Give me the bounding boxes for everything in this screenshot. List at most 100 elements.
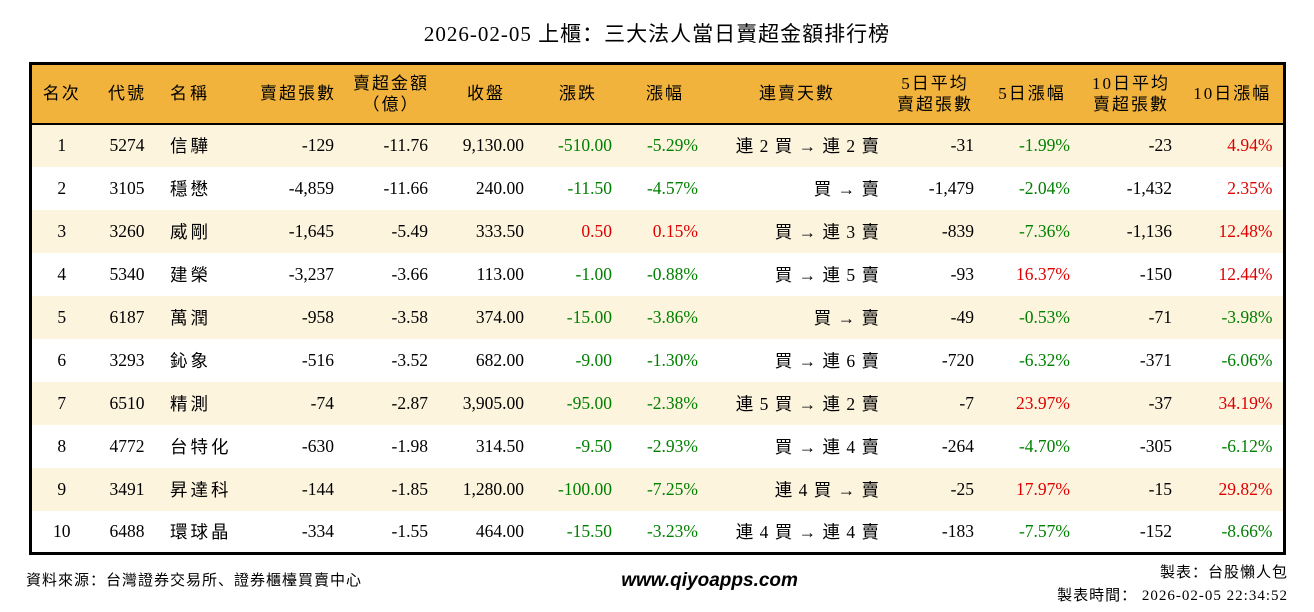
cell-pct10: 29.82% <box>1218 478 1273 499</box>
cell-avg10-volume: -15 <box>1148 478 1172 499</box>
table-row: 9 3491 昇達科 -144 -1.85 1,280.00 -100.00 -… <box>30 467 1284 511</box>
cell-change: -9.50 <box>575 435 612 456</box>
report-maker: 製表：台股懶人包 <box>1159 565 1288 581</box>
cell-rank: 10 <box>53 520 71 541</box>
cell-net-sell-volume: -74 <box>310 392 334 413</box>
cell-avg10-volume: -1,432 <box>1126 177 1172 198</box>
col-header-change-pct: 漲幅 <box>622 63 708 125</box>
cell-net-sell-amount: -5.49 <box>391 220 428 241</box>
table-row: 3 3260 威剛 -1,645 -5.49 333.50 0.50 0.15%… <box>30 209 1284 253</box>
cell-pct5: -2.04% <box>1018 177 1070 198</box>
table-row: 2 3105 穩懋 -4,859 -11.66 240.00 -11.50 -4… <box>30 167 1284 210</box>
cell-change-pct: -3.23% <box>646 520 698 541</box>
cell-avg10-volume: -150 <box>1139 263 1172 284</box>
cell-net-sell-volume: -144 <box>301 478 334 499</box>
cell-pct5: -7.36% <box>1018 220 1070 241</box>
table-row: 6 3293 鈊象 -516 -3.52 682.00 -9.00 -1.30%… <box>30 339 1284 382</box>
cell-net-sell-amount: -1.98 <box>391 435 428 456</box>
col-header-pct5: 5日漲幅 <box>984 63 1080 125</box>
cell-change: -1.00 <box>575 263 612 284</box>
col-header-close: 收盤 <box>438 63 534 125</box>
cell-avg10-volume: -305 <box>1139 435 1172 456</box>
cell-change: -15.00 <box>566 306 612 327</box>
cell-net-sell-amount: -11.76 <box>383 135 428 155</box>
cell-net-sell-volume: -958 <box>301 306 334 327</box>
cell-change-pct: 0.15% <box>652 220 698 241</box>
cell-close: 464.00 <box>475 520 524 541</box>
cell-close: 9,130.00 <box>462 135 524 155</box>
cell-pct10: 12.48% <box>1218 220 1273 241</box>
cell-close: 314.50 <box>475 435 524 456</box>
cell-avg5-volume: -49 <box>950 306 974 327</box>
col-header-avg5-volume: 5日平均 賣超張數 <box>886 63 984 125</box>
cell-change-pct: -7.25% <box>646 478 698 499</box>
cell-pct10: -3.98% <box>1221 306 1273 327</box>
cell-name: 台特化 <box>170 436 232 457</box>
cell-net-sell-volume: -516 <box>301 349 334 370</box>
cell-net-sell-amount: -1.85 <box>391 478 428 499</box>
cell-change-pct: -2.38% <box>646 392 698 413</box>
cell-avg10-volume: -71 <box>1148 306 1172 327</box>
cell-streak: 買 → 連 4 賣 <box>774 436 880 457</box>
cell-net-sell-volume: -4,859 <box>288 177 334 198</box>
cell-close: 333.50 <box>475 220 524 241</box>
cell-avg5-volume: -31 <box>950 135 974 155</box>
cell-rank: 1 <box>57 135 67 155</box>
cell-name: 鈊象 <box>170 350 211 371</box>
cell-code: 4772 <box>109 435 145 456</box>
report-timestamp: 製表時間： 2026-02-05 22:34:52 <box>1057 588 1288 605</box>
cell-pct10: 12.44% <box>1218 263 1273 284</box>
cell-avg5-volume: -183 <box>941 520 974 541</box>
col-header-name: 名稱 <box>162 63 252 125</box>
table-row: 8 4772 台特化 -630 -1.98 314.50 -9.50 -2.93… <box>30 425 1284 468</box>
col-header-change: 漲跌 <box>534 63 622 125</box>
cell-code: 3491 <box>109 478 145 499</box>
cell-code: 6187 <box>109 306 145 327</box>
cell-close: 374.00 <box>475 306 524 327</box>
cell-change: -510.00 <box>558 135 612 155</box>
cell-change: 0.50 <box>581 220 612 241</box>
cell-pct10: -6.06% <box>1221 349 1273 370</box>
table-row: 1 5274 信驊 -129 -11.76 9,130.00 -510.00 -… <box>30 123 1284 167</box>
cell-avg5-volume: -264 <box>941 435 974 456</box>
cell-name: 昇達科 <box>170 479 232 500</box>
cell-streak: 買 → 連 3 賣 <box>774 221 880 242</box>
cell-name: 精測 <box>170 393 211 414</box>
cell-streak: 買 → 連 5 賣 <box>774 264 880 285</box>
header-row: 名次 代號 名稱 賣超張數 賣超金額 （億） 收盤 漲跌 漲幅 連賣天數 5日平… <box>30 63 1284 125</box>
cell-pct10: 34.19% <box>1218 392 1273 413</box>
cell-change: -11.50 <box>567 177 612 198</box>
cell-pct5: 23.97% <box>1016 392 1070 413</box>
cell-streak: 買 → 連 6 賣 <box>774 350 880 371</box>
cell-streak: 連 5 買 → 連 2 賣 <box>735 393 880 414</box>
col-header-rank: 名次 <box>30 63 92 125</box>
cell-avg5-volume: -839 <box>941 220 974 241</box>
col-header-avg10-volume: 10日平均 賣超張數 <box>1080 63 1182 125</box>
cell-name: 建榮 <box>170 264 211 285</box>
cell-change-pct: -4.57% <box>646 177 698 198</box>
report-credit: 製表：台股懶人包 製表時間： 2026-02-05 22:34:52 <box>1057 562 1288 609</box>
cell-code: 3105 <box>109 177 145 198</box>
cell-net-sell-volume: -334 <box>301 520 334 541</box>
col-header-pct10: 10日漲幅 <box>1182 63 1284 125</box>
cell-avg5-volume: -1,479 <box>928 177 974 198</box>
cell-pct5: -4.70% <box>1018 435 1070 456</box>
cell-net-sell-volume: -630 <box>301 435 334 456</box>
cell-rank: 2 <box>57 177 67 198</box>
cell-pct5: -1.99% <box>1018 135 1070 155</box>
cell-change-pct: -5.29% <box>646 135 698 155</box>
cell-rank: 7 <box>57 392 67 413</box>
cell-rank: 9 <box>57 478 67 499</box>
cell-change-pct: -0.88% <box>646 263 698 284</box>
cell-pct5: -7.57% <box>1018 520 1070 541</box>
cell-name: 萬潤 <box>170 307 211 328</box>
cell-pct5: 16.37% <box>1016 263 1070 284</box>
cell-streak: 買 → 賣 <box>813 307 880 328</box>
cell-change-pct: -1.30% <box>646 349 698 370</box>
cell-close: 1,280.00 <box>462 478 524 499</box>
footer: 資料來源：台灣證券交易所、證券櫃檯買賣中心 www.qiyoapps.com 製… <box>26 562 1288 609</box>
ranking-table: 名次 代號 名稱 賣超張數 賣超金額 （億） 收盤 漲跌 漲幅 連賣天數 5日平… <box>28 62 1286 555</box>
cell-avg5-volume: -7 <box>959 392 974 413</box>
cell-streak: 連 4 買 → 賣 <box>774 479 880 500</box>
cell-net-sell-volume: -3,237 <box>288 263 334 284</box>
